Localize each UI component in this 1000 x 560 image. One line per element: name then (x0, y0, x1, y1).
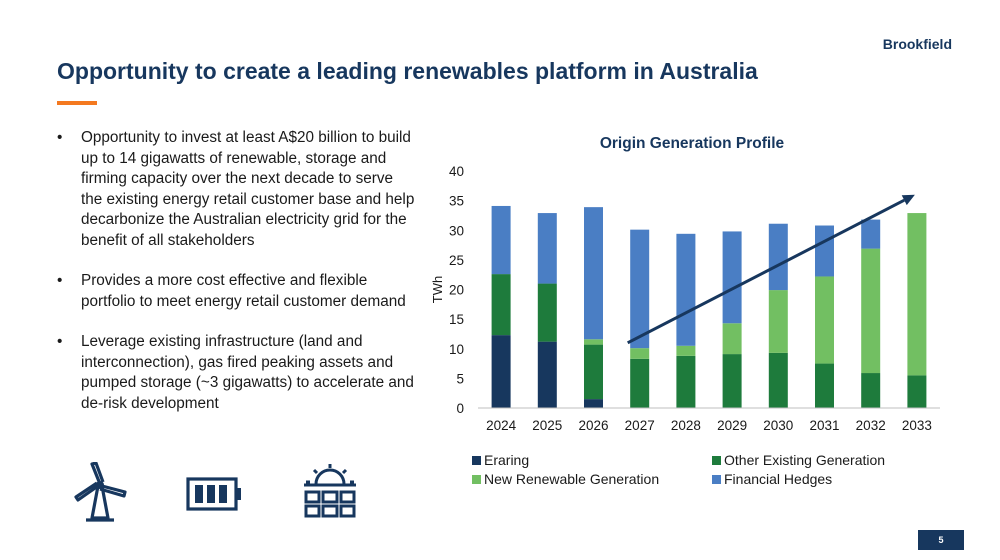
bar-segment (722, 231, 742, 324)
bar-segment (491, 335, 511, 408)
bar-segment (537, 283, 557, 342)
bar-segment (491, 274, 511, 336)
bar-segment (722, 354, 742, 408)
bar-segment (630, 229, 650, 349)
battery-icon (186, 477, 241, 511)
bullet-marker: • (57, 333, 63, 350)
y-tick-label: 20 (449, 283, 464, 298)
legend-swatch (472, 475, 481, 484)
legend-swatch (712, 475, 721, 484)
legend-label: New Renewable Generation (484, 471, 659, 487)
y-tick-label: 25 (449, 253, 464, 268)
bar-segment (768, 352, 788, 408)
x-tick-label: 2026 (578, 418, 608, 433)
bar-segment (907, 375, 927, 408)
trend-arrow (627, 194, 915, 345)
legend-label: Other Existing Generation (724, 452, 885, 468)
bar-segment (815, 276, 834, 364)
y-tick-label: 0 (456, 401, 464, 416)
bar-segment (676, 233, 696, 346)
bar-segment (861, 373, 881, 408)
chart-bars (491, 205, 927, 408)
bar-segment (491, 205, 511, 275)
bullet-list: • Opportunity to invest at least A$20 bi… (57, 128, 417, 434)
bar-segment (768, 290, 788, 353)
bullet-marker: • (57, 129, 63, 146)
x-tick-label: 2027 (625, 418, 655, 433)
chart-legend: Eraring Other Existing Generation New Rene… (472, 452, 885, 487)
bar-segment (537, 341, 557, 408)
y-axis-ticks: 0 5 10 15 20 25 30 35 40 (449, 164, 464, 416)
bullet-text: Opportunity to invest at least A$20 bill… (81, 129, 415, 249)
legend-swatch (472, 456, 481, 465)
x-tick-label: 2033 (902, 418, 932, 433)
bar-segment (815, 363, 834, 408)
trend-line (627, 198, 905, 345)
bar-segment (861, 219, 881, 249)
x-axis-ticks: 2024 2025 2026 2027 2028 2029 2030 2031 2032 2033 (486, 418, 932, 433)
y-tick-label: 35 (449, 194, 464, 209)
bar-segment (584, 399, 603, 408)
bullet-item: • Leverage existing infrastructure (land… (57, 332, 417, 414)
bar-segment (861, 248, 881, 374)
bullet-item: • Provides a more cost effective and fle… (57, 271, 417, 312)
page-title: Opportunity to create a leading renewabl… (57, 58, 758, 84)
bullet-text: Leverage existing infrastructure (land a… (81, 333, 414, 412)
bar-segment (907, 213, 927, 376)
legend-label: Eraring (484, 452, 529, 468)
x-tick-label: 2025 (532, 418, 562, 433)
bar-segment (630, 358, 650, 408)
generation-chart: Origin Generation Profile TWh 0 5 10 15 20 25… (420, 125, 980, 505)
x-tick-label: 2032 (856, 418, 886, 433)
solar-panel-icon (304, 464, 356, 518)
brand-logo-text: Brookfield (882, 36, 952, 52)
y-tick-label: 15 (449, 312, 464, 327)
y-tick-label: 10 (449, 342, 464, 357)
page-number: 5 (918, 530, 964, 550)
bar-segment (630, 348, 650, 359)
bullet-text: Provides a more cost effective and flexi… (81, 272, 406, 310)
y-tick-label: 40 (449, 164, 464, 179)
trend-arrowhead (901, 194, 915, 206)
bar-segment (676, 345, 696, 356)
y-axis-label: TWh (430, 276, 445, 303)
y-tick-label: 30 (449, 223, 464, 238)
bullet-marker: • (57, 272, 63, 289)
legend-label: Financial Hedges (724, 471, 832, 487)
x-tick-label: 2031 (809, 418, 839, 433)
x-tick-label: 2029 (717, 418, 747, 433)
bar-segment (584, 207, 603, 340)
x-tick-label: 2024 (486, 418, 517, 433)
bar-segment (722, 323, 742, 355)
bullet-item: • Opportunity to invest at least A$20 bi… (57, 128, 417, 251)
x-tick-label: 2030 (763, 418, 793, 433)
bar-segment (584, 339, 603, 345)
bar-segment (676, 355, 696, 408)
bar-segment (537, 213, 557, 284)
chart-svg: Origin Generation Profile TWh 0510152025… (430, 135, 940, 487)
bar-segment (584, 344, 603, 400)
bar-segment (815, 225, 834, 277)
title-underline (57, 101, 97, 105)
wind-turbine-icon (74, 462, 127, 522)
chart-title: Origin Generation Profile (600, 135, 785, 152)
y-tick-label: 5 (456, 371, 464, 386)
bar-segment (768, 223, 788, 291)
legend-swatch (712, 456, 721, 465)
x-tick-label: 2028 (671, 418, 701, 433)
